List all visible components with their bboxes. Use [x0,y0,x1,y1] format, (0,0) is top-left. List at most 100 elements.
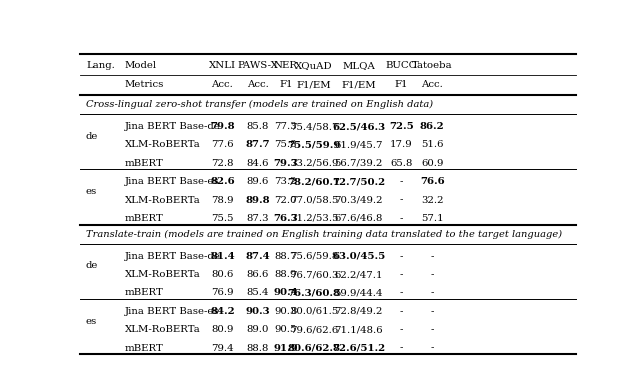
Text: Jina BERT Base-de: Jina BERT Base-de [125,252,220,261]
Text: 78.9: 78.9 [211,196,234,204]
Text: -: - [400,325,403,334]
Text: 90.4: 90.4 [273,288,298,298]
Text: Jina BERT Base-es: Jina BERT Base-es [125,307,220,316]
Text: 87.3: 87.3 [246,214,269,223]
Text: 90.5: 90.5 [275,325,297,334]
Text: 71.1/48.6: 71.1/48.6 [335,325,383,334]
Text: 63.0/45.5: 63.0/45.5 [332,252,385,261]
Text: 72.7/50.2: 72.7/50.2 [332,177,385,186]
Text: 80.0/61.5: 80.0/61.5 [290,307,338,316]
Text: 90.3: 90.3 [245,307,270,316]
Text: mBERT: mBERT [125,343,163,353]
Text: 85.8: 85.8 [246,122,269,131]
Text: 78.2/60.1: 78.2/60.1 [287,177,340,186]
Text: 80.6: 80.6 [211,270,234,279]
Text: Cross-lingual zero-shot transfer (models are trained on English data): Cross-lingual zero-shot transfer (models… [86,100,433,109]
Text: PAWS-X: PAWS-X [237,61,278,70]
Text: 76.6: 76.6 [420,177,444,186]
Text: F1: F1 [395,80,408,89]
Text: 77.6: 77.6 [211,141,234,149]
Text: 62.2/47.1: 62.2/47.1 [335,270,383,279]
Text: 76.9: 76.9 [211,288,234,298]
Text: -: - [400,196,403,204]
Text: XNLI: XNLI [209,61,236,70]
Text: 65.8: 65.8 [390,159,413,168]
Text: 32.2: 32.2 [421,196,444,204]
Text: 89.8: 89.8 [245,196,270,204]
Text: 79.6/62.6: 79.6/62.6 [290,325,338,334]
Text: 87.4: 87.4 [245,252,270,261]
Text: 84.6: 84.6 [246,159,269,168]
Text: 84.2: 84.2 [210,307,235,316]
Text: Metrics: Metrics [125,80,164,89]
Text: 76.3: 76.3 [273,214,298,223]
Text: 67.6/46.8: 67.6/46.8 [335,214,383,223]
Text: mBERT: mBERT [125,214,163,223]
Text: 90.3: 90.3 [275,307,297,316]
Text: -: - [400,288,403,298]
Text: 79.8: 79.8 [210,122,235,131]
Text: MLQA: MLQA [342,61,375,70]
Text: 51.6: 51.6 [421,141,444,149]
Text: es: es [86,187,97,196]
Text: 88.8: 88.8 [246,343,269,353]
Text: XQuAD: XQuAD [295,61,333,70]
Text: 77.3: 77.3 [275,122,297,131]
Text: -: - [431,252,434,261]
Text: 80.6/62.8: 80.6/62.8 [287,343,340,353]
Text: -: - [431,307,434,316]
Text: 76.3/60.8: 76.3/60.8 [287,288,340,298]
Text: F1: F1 [279,80,292,89]
Text: 72.0: 72.0 [275,196,297,204]
Text: 87.7: 87.7 [245,141,270,149]
Text: mBERT: mBERT [125,159,163,168]
Text: 73.2: 73.2 [275,177,297,186]
Text: XLM-RoBERTa: XLM-RoBERTa [125,270,200,279]
Text: -: - [400,343,403,353]
Text: 80.9: 80.9 [211,325,234,334]
Text: 72.5: 72.5 [389,122,414,131]
Text: 89.6: 89.6 [246,177,269,186]
Text: 72.8/49.2: 72.8/49.2 [335,307,383,316]
Text: Jina BERT Base-de: Jina BERT Base-de [125,122,220,131]
Text: XLM-RoBERTa: XLM-RoBERTa [125,141,200,149]
Text: 76.7/60.3: 76.7/60.3 [290,270,339,279]
Text: -: - [400,252,403,261]
Text: 75.4/58.7: 75.4/58.7 [290,122,339,131]
Text: 59.9/44.4: 59.9/44.4 [335,288,383,298]
Text: -: - [431,288,434,298]
Text: 72.6/51.2: 72.6/51.2 [332,343,385,353]
Text: 88.9: 88.9 [275,270,297,279]
Text: -: - [431,343,434,353]
Text: 91.9: 91.9 [273,343,298,353]
Text: Tatoeba: Tatoeba [412,61,452,70]
Text: -: - [400,177,403,186]
Text: 77.0/58.5: 77.0/58.5 [290,196,339,204]
Text: -: - [431,270,434,279]
Text: 73.2/56.9: 73.2/56.9 [290,159,339,168]
Text: 86.6: 86.6 [246,270,269,279]
Text: 85.4: 85.4 [246,288,269,298]
Text: 81.4: 81.4 [210,252,235,261]
Text: 79.4: 79.4 [211,343,234,353]
Text: 89.0: 89.0 [246,325,269,334]
Text: 61.9/45.7: 61.9/45.7 [335,141,383,149]
Text: 56.7/39.2: 56.7/39.2 [335,159,383,168]
Text: XLM-RoBERTa: XLM-RoBERTa [125,325,200,334]
Text: XLM-RoBERTa: XLM-RoBERTa [125,196,200,204]
Text: 60.9: 60.9 [421,159,444,168]
Text: Lang.: Lang. [86,61,115,70]
Text: 88.7: 88.7 [275,252,297,261]
Text: Acc.: Acc. [211,80,234,89]
Text: -: - [431,325,434,334]
Text: NER: NER [274,61,298,70]
Text: BUCC: BUCC [386,61,417,70]
Text: 75.5: 75.5 [211,214,234,223]
Text: 75.6/59.8: 75.6/59.8 [290,252,338,261]
Text: Translate-train (models are trained on English training data translated to the t: Translate-train (models are trained on E… [86,229,562,239]
Text: 75.5/59.9: 75.5/59.9 [287,141,340,149]
Text: es: es [86,316,97,326]
Text: -: - [400,307,403,316]
Text: 17.9: 17.9 [390,141,413,149]
Text: 72.8: 72.8 [211,159,234,168]
